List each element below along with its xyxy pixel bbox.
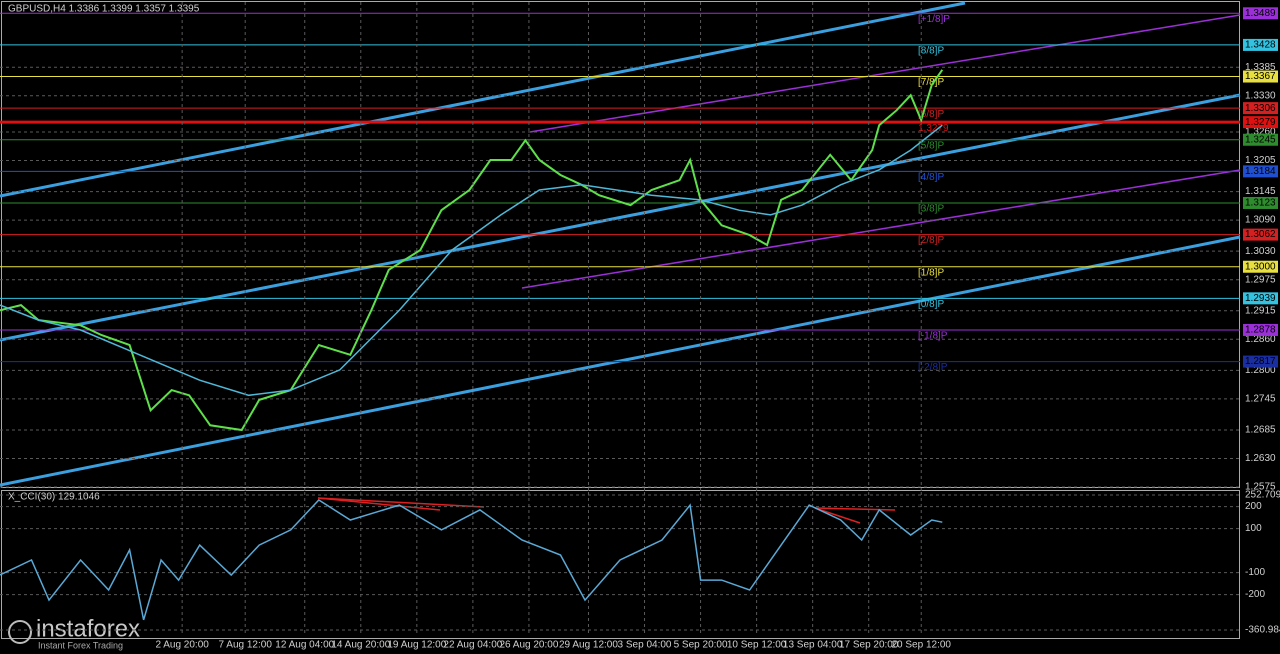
x-tick-label: 2 Aug 20:00 xyxy=(155,640,209,651)
level-value: 1.2939 xyxy=(1245,293,1276,304)
level-name: [8/8]P xyxy=(918,46,944,57)
level-name: [6/8]P xyxy=(918,109,944,120)
chart-title: GBPUSD,H4 1.3386 1.3399 1.3357 1.3395 xyxy=(8,4,200,15)
y-tick-label: -200 xyxy=(1245,589,1265,600)
level-name: [7/8]P xyxy=(918,77,944,88)
channel-lower xyxy=(0,235,1241,487)
level-name: [-1/8]P xyxy=(918,331,948,342)
inner-channel xyxy=(521,14,1241,289)
y-tick-label: 1.2915 xyxy=(1245,305,1276,316)
inner-upper xyxy=(529,14,1241,133)
x-tick-label: 14 Aug 20:00 xyxy=(331,640,390,651)
level-tag xyxy=(1243,260,1278,273)
y-tick-label: 1.3030 xyxy=(1245,246,1276,257)
divergence-lines xyxy=(317,497,896,524)
y-tick-label: 1.2575 xyxy=(1245,482,1276,493)
x-tick-label: 17 Sep 20:00 xyxy=(839,640,899,651)
y-tick-label: 1.3330 xyxy=(1245,90,1276,101)
divergence xyxy=(814,507,861,524)
level-name: [5/8]P xyxy=(918,140,944,151)
y-tick-label: -360.984 xyxy=(1245,625,1280,636)
divergence xyxy=(814,507,896,511)
y-tick-label: -100 xyxy=(1245,567,1265,578)
logo-icon xyxy=(8,620,32,644)
level-name: [2/8]P xyxy=(918,235,944,246)
level-value: 1.3428 xyxy=(1245,40,1276,51)
level-tag xyxy=(1243,116,1278,129)
y-tick-label: 1.2630 xyxy=(1245,453,1276,464)
y-tick-label: 1.2860 xyxy=(1245,334,1276,345)
x-tick-label: 5 Sep 20:00 xyxy=(674,640,728,651)
y-tick-label: 1.3205 xyxy=(1245,155,1276,166)
level-value: 1.3489 xyxy=(1245,8,1276,19)
level-tag xyxy=(1243,323,1278,336)
level-tag xyxy=(1243,165,1278,178)
y-tick-label: 1.3260 xyxy=(1245,127,1276,138)
channel-upper xyxy=(0,1,966,198)
level-value: 1.3000 xyxy=(1245,261,1276,272)
level-value: 1.3245 xyxy=(1245,134,1276,145)
level-name: [+1/8]P xyxy=(918,14,950,25)
y-tick-label: 252.7091 xyxy=(1245,490,1280,501)
level-value: 1.3279 xyxy=(1245,117,1276,128)
x-tick-label: 3 Sep 04:00 xyxy=(618,640,672,651)
x-tick-label: 10 Sep 12:00 xyxy=(727,640,787,651)
level-value: 1.3184 xyxy=(1245,166,1276,177)
level-name: 1.3279 xyxy=(918,123,949,134)
x-tick-label: 26 Aug 20:00 xyxy=(499,640,558,651)
y-tick-label: 1.3090 xyxy=(1245,215,1276,226)
x-tick-label: 29 Aug 12:00 xyxy=(559,640,618,651)
y-tick-label: 1.3385 xyxy=(1245,62,1276,73)
channel-lines xyxy=(0,1,1241,487)
divergence xyxy=(317,497,441,511)
level-tag xyxy=(1243,38,1278,51)
level-tag xyxy=(1243,292,1278,305)
y-tick-label: 1.2975 xyxy=(1245,274,1276,285)
level-value: 1.2817 xyxy=(1245,356,1276,367)
level-value: 1.3367 xyxy=(1245,71,1276,82)
level-name: [4/8]P xyxy=(918,172,944,183)
level-tag xyxy=(1243,196,1278,209)
level-name: [-2/8]P xyxy=(918,362,948,373)
divergence xyxy=(317,497,485,508)
y-tick-label: 200 xyxy=(1245,501,1262,512)
x-tick-label: 20 Sep 12:00 xyxy=(891,640,951,651)
logo-brand: instaforex xyxy=(36,615,140,642)
x-tick-label: 12 Aug 04:00 xyxy=(275,640,334,651)
level-value: 1.2878 xyxy=(1245,325,1276,336)
x-tick-label: 22 Aug 04:00 xyxy=(443,640,502,651)
cci-panel xyxy=(1,490,1240,639)
y-tick-label: 1.2800 xyxy=(1245,365,1276,376)
level-value: 1.3306 xyxy=(1245,103,1276,114)
y-tick-label: 1.3145 xyxy=(1245,186,1276,197)
x-tick-label: 13 Sep 04:00 xyxy=(783,640,843,651)
level-tag xyxy=(1243,7,1278,20)
channel-middle xyxy=(0,93,1241,342)
level-name: [3/8]P xyxy=(918,204,944,215)
series-line xyxy=(0,499,943,621)
level-value: 1.3123 xyxy=(1245,198,1276,209)
series-line xyxy=(0,124,943,397)
level-tag xyxy=(1243,355,1278,368)
level-name: [1/8]P xyxy=(918,267,944,278)
logo-tagline: Instant Forex Trading xyxy=(38,640,123,650)
y-tick-label: 100 xyxy=(1245,523,1262,534)
indicator-title: X_CCI(30) 129.1046 xyxy=(8,492,100,503)
inner-lower xyxy=(521,169,1241,289)
level-name: [0/8]P xyxy=(918,299,944,310)
level-tag xyxy=(1243,70,1278,83)
logo: instaforex Instant Forex Trading xyxy=(8,615,140,650)
x-tick-label: 7 Aug 12:00 xyxy=(219,640,273,651)
level-tag xyxy=(1243,102,1278,115)
level-value: 1.3062 xyxy=(1245,229,1276,240)
y-tick-label: 1.2685 xyxy=(1245,425,1276,436)
level-tag xyxy=(1243,133,1278,146)
level-tag xyxy=(1243,228,1278,241)
x-tick-label: 19 Aug 12:00 xyxy=(387,640,446,651)
series-line xyxy=(0,69,944,432)
y-tick-label: 1.2745 xyxy=(1245,394,1276,405)
